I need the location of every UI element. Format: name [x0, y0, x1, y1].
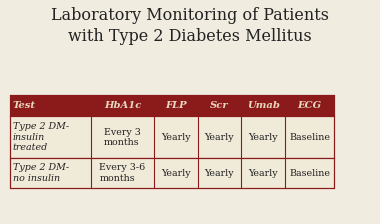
FancyBboxPatch shape: [10, 116, 334, 158]
Text: Test: Test: [13, 101, 36, 110]
Text: Type 2 DM-
insulin
treated: Type 2 DM- insulin treated: [13, 122, 69, 152]
Text: Umab: Umab: [247, 101, 280, 110]
Text: FLP: FLP: [165, 101, 187, 110]
Text: Yearly: Yearly: [161, 133, 190, 142]
Text: ECG: ECG: [298, 101, 322, 110]
Text: Yearly: Yearly: [205, 133, 234, 142]
Text: Yearly: Yearly: [161, 168, 190, 178]
Text: Baseline: Baseline: [289, 168, 330, 178]
Text: HbA1c: HbA1c: [104, 101, 141, 110]
Text: Yearly: Yearly: [205, 168, 234, 178]
Text: Every 3
months: Every 3 months: [104, 127, 141, 147]
Text: Yearly: Yearly: [249, 133, 278, 142]
Text: Every 3-6
months: Every 3-6 months: [100, 163, 146, 183]
FancyBboxPatch shape: [10, 95, 334, 116]
Text: Baseline: Baseline: [289, 133, 330, 142]
Text: Scr: Scr: [210, 101, 229, 110]
Text: Type 2 DM-
no insulin: Type 2 DM- no insulin: [13, 163, 69, 183]
Text: Yearly: Yearly: [249, 168, 278, 178]
FancyBboxPatch shape: [10, 158, 334, 188]
Text: Laboratory Monitoring of Patients
with Type 2 Diabetes Mellitus: Laboratory Monitoring of Patients with T…: [51, 7, 329, 45]
